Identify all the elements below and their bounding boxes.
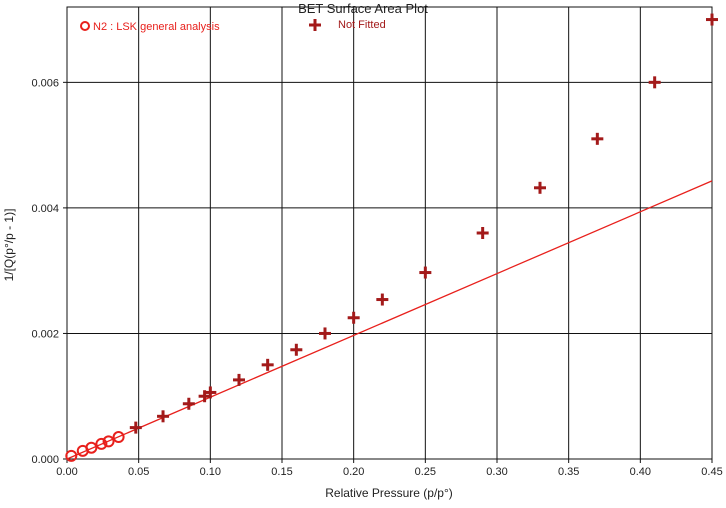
y-tick-label: 0.004	[31, 203, 59, 215]
not-fitted-point	[129, 421, 142, 434]
not-fitted-point	[419, 266, 432, 279]
x-tick-label: 0.45	[701, 466, 722, 478]
x-axis-ticks: 0.00 0.05 0.10 0.15 0.20 0.25 0.30 0.35 0.40 0.45	[56, 459, 723, 478]
not-fitted-point	[261, 358, 274, 371]
x-tick-label: 0.25	[415, 466, 436, 478]
legend: N2 : LSK general analysis Not Fitted	[80, 19, 386, 33]
x-tick-label: 0.35	[558, 466, 579, 478]
fitted-point	[95, 437, 108, 450]
x-axis-title: Relative Pressure (p/p°)	[325, 486, 453, 500]
fitted-point	[102, 435, 115, 448]
y-axis-ticks: 0.000 0.002 0.004 0.006	[31, 77, 67, 466]
legend-circle-marker	[80, 21, 90, 31]
y-tick-label: 0.000	[31, 454, 59, 466]
legend-label-series-1: N2 : LSK general analysis	[93, 21, 220, 33]
plot-border	[66, 6, 713, 460]
y-tick-label: 0.006	[31, 77, 59, 89]
legend-plus-marker	[309, 19, 321, 31]
x-tick-label: 0.00	[56, 466, 77, 478]
chart-title: BET Surface Area Plot	[298, 1, 428, 16]
y-axis-title: 1/[Q(p°/p - 1)]	[2, 209, 16, 282]
not-fitted-point	[648, 76, 661, 89]
fitted-point	[65, 449, 78, 462]
not-fitted-point	[476, 227, 489, 239]
not-fitted-point	[347, 311, 360, 324]
not-fitted-point	[290, 343, 303, 356]
legend-label-series-2: Not Fitted	[338, 19, 386, 31]
x-tick-label: 0.30	[486, 466, 507, 478]
grid	[66, 7, 713, 460]
x-tick-label: 0.15	[271, 466, 292, 478]
not-fitted-point	[233, 373, 245, 386]
not-fitted-point	[319, 327, 331, 340]
x-tick-label: 0.10	[200, 466, 221, 478]
fitted-point	[85, 441, 98, 454]
not-fitted-point	[376, 293, 389, 306]
fitted-point	[112, 431, 125, 444]
not-fitted-point	[182, 397, 195, 410]
fit-line-layer	[66, 180, 713, 460]
not-fitted-point	[534, 181, 546, 194]
not-fitted-point	[157, 410, 170, 423]
plot-frame	[66, 6, 713, 460]
x-tick-label: 0.20	[343, 466, 364, 478]
x-tick-label: 0.40	[630, 466, 651, 478]
not-fitted-point	[204, 386, 217, 399]
series-2	[129, 13, 718, 434]
series-layer	[65, 13, 718, 462]
not-fitted-point	[591, 132, 604, 145]
bet-fit-line	[66, 180, 713, 460]
series-1	[65, 431, 125, 462]
x-tick-label: 0.05	[128, 466, 149, 478]
not-fitted-point	[706, 13, 718, 26]
y-tick-label: 0.002	[31, 328, 59, 340]
